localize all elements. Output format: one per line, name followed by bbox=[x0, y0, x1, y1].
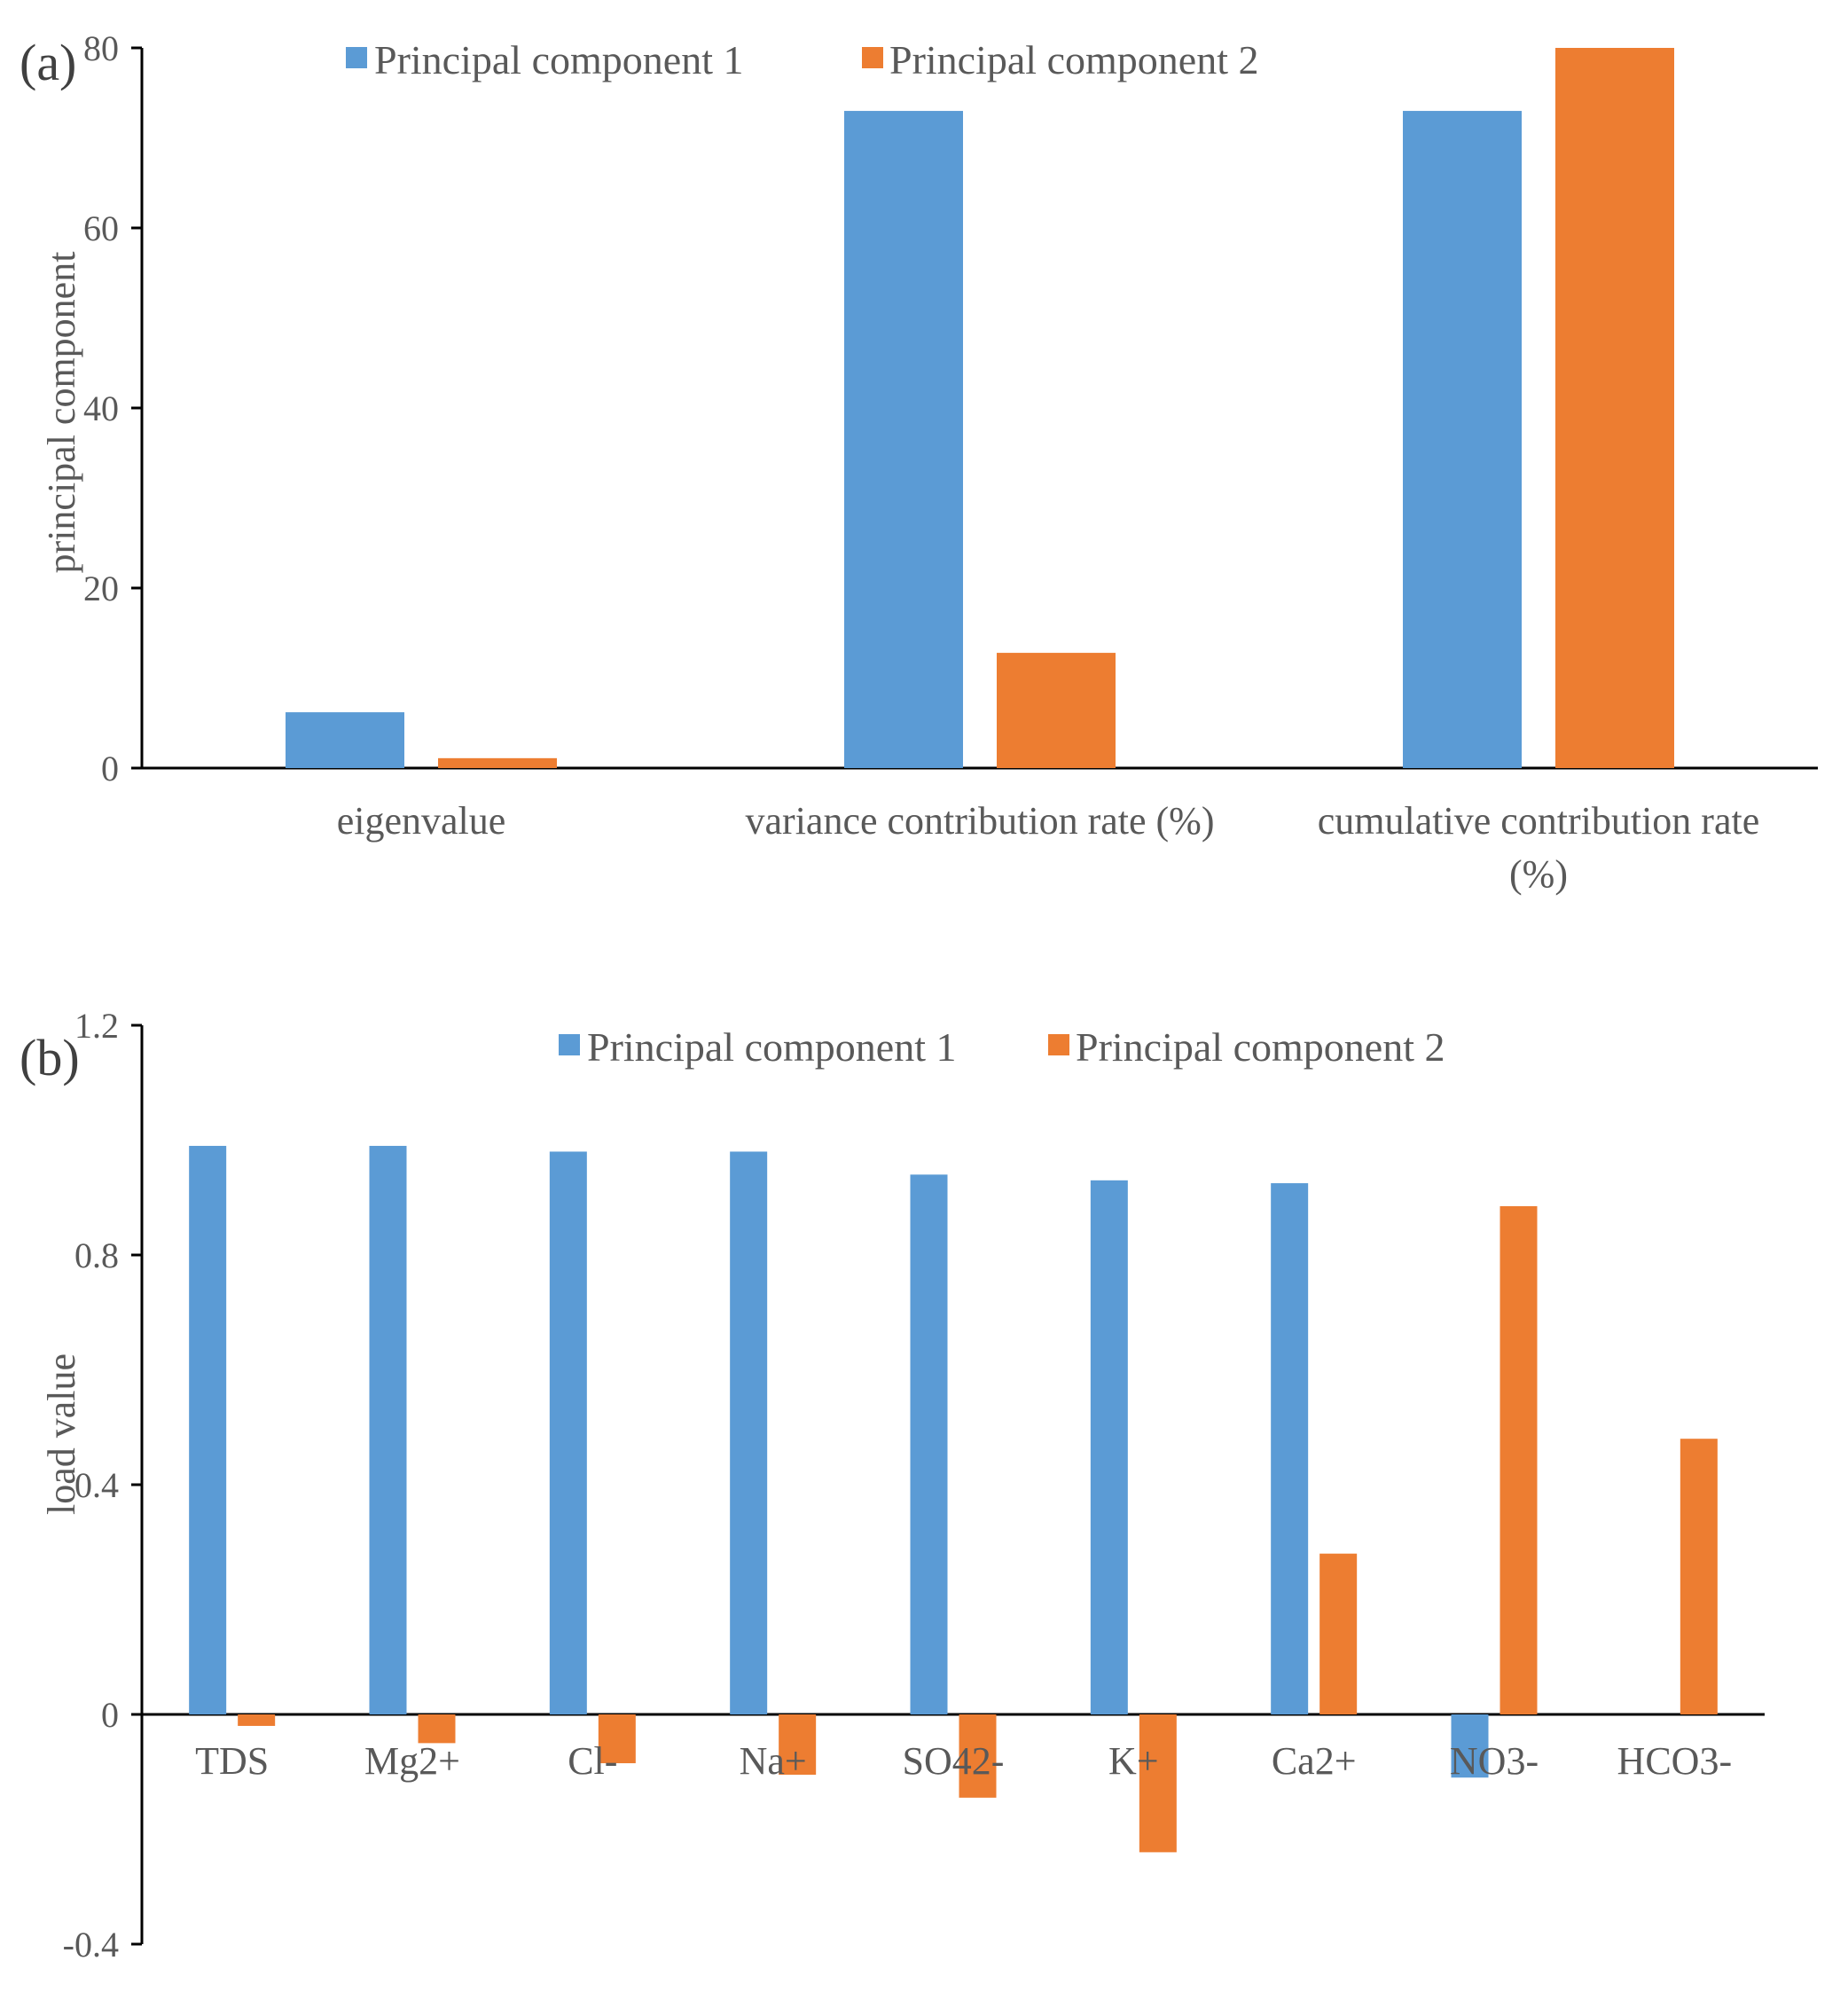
panel-b-bar-pc1-3 bbox=[730, 1151, 768, 1714]
panel-a-legend-swatch-pc2 bbox=[862, 47, 883, 68]
panel-b-bar-pc2-0 bbox=[238, 1714, 276, 1726]
panel-a-y-tick-label: 0 bbox=[101, 749, 119, 788]
panel-a-category-label: cumulative contribution rate bbox=[1318, 799, 1760, 843]
panel-b-bar-pc2-6 bbox=[1319, 1553, 1358, 1714]
panel-b-y-tick-label: 0.8 bbox=[74, 1235, 119, 1275]
panel-b-bar-pc1-6 bbox=[1271, 1183, 1309, 1714]
panel-a-category-label: variance contribution rate (%) bbox=[746, 799, 1215, 843]
panel-b-bar-pc1-2 bbox=[549, 1151, 587, 1714]
panel-a-legend-swatch-pc1 bbox=[346, 47, 367, 68]
panel-a-legend: Principal component 1 Principal componen… bbox=[346, 37, 1258, 82]
panel-a-bar-pc1-1 bbox=[844, 111, 963, 769]
panel-b-bar-pc2-3 bbox=[779, 1714, 817, 1775]
panel-b-y-axis-label: load value bbox=[40, 1353, 83, 1515]
panel-b-axes: -0.4 0 0.4 0.8 1.2 bbox=[63, 1006, 1765, 1965]
panel-b-category-label: HCO3- bbox=[1617, 1739, 1733, 1783]
panel-a-y-tick-label: 20 bbox=[83, 569, 119, 608]
panel-b-bar-pc1-4 bbox=[910, 1174, 948, 1714]
panel-a-chart: (a) principal component Principal compon… bbox=[20, 28, 1818, 896]
panel-a-y-tick-label: 80 bbox=[83, 28, 119, 68]
panel-a-category-label: eigenvalue bbox=[337, 799, 506, 843]
panel-b-chart: (b) load value Principal component 1 Pri… bbox=[20, 1006, 1765, 1965]
panel-b-legend: Principal component 1 Principal componen… bbox=[559, 1024, 1445, 1070]
panel-b-bar-pc1-5 bbox=[1090, 1180, 1128, 1714]
panel-a-bar-pc2-2 bbox=[1555, 48, 1674, 768]
panel-b-bar-pc1-7 bbox=[1451, 1714, 1489, 1778]
panel-b-category-label: Na+ bbox=[740, 1739, 807, 1783]
panel-a-category-labels: eigenvalue variance contribution rate (%)… bbox=[337, 799, 1760, 896]
panel-a-bar-pc2-0 bbox=[438, 757, 557, 768]
panel-b-bar-pc2-7 bbox=[1500, 1205, 1538, 1714]
panel-b-bar-pc2-4 bbox=[959, 1714, 997, 1798]
panel-a-y-tick-label: 40 bbox=[83, 388, 119, 428]
panel-b-category-labels: TDS Mg2+ Cl- Na+ SO42- K+ Ca2+ NO3- HCO3- bbox=[195, 1739, 1732, 1783]
panel-b-category-label: Ca2+ bbox=[1272, 1739, 1357, 1783]
panel-a-bar-pc2-1 bbox=[997, 653, 1116, 768]
panel-b-y-tick-label: 0.4 bbox=[74, 1465, 119, 1505]
panel-b-y-tick-label: -0.4 bbox=[63, 1925, 119, 1965]
panel-b-y-tick-label: 1.2 bbox=[74, 1006, 119, 1046]
panel-b-category-label: NO3- bbox=[1450, 1739, 1539, 1783]
panel-b-bar-pc2-2 bbox=[598, 1714, 636, 1764]
panel-b-category-label: K+ bbox=[1108, 1739, 1159, 1783]
panel-a-bars bbox=[286, 48, 1674, 769]
panel-b-category-label: SO42- bbox=[903, 1739, 1005, 1783]
panel-b-category-label: TDS bbox=[195, 1739, 269, 1783]
panel-b-bar-pc1-0 bbox=[189, 1145, 227, 1714]
panel-b-label: (b) bbox=[20, 1029, 80, 1086]
panel-b-legend-swatch-pc2 bbox=[1048, 1034, 1069, 1055]
panel-b-legend-label-pc2: Principal component 2 bbox=[1076, 1024, 1445, 1070]
panel-b-category-label: Cl- bbox=[568, 1739, 617, 1783]
panel-a-bar-pc1-0 bbox=[286, 712, 404, 768]
panel-b-bar-pc2-8 bbox=[1680, 1439, 1718, 1714]
panel-b-bar-pc2-1 bbox=[418, 1714, 456, 1744]
panel-a-legend-label-pc1: Principal component 1 bbox=[374, 37, 743, 82]
panel-b-y-tick-label: 0 bbox=[101, 1695, 119, 1735]
panel-b-legend-swatch-pc1 bbox=[559, 1034, 580, 1055]
panel-a-category-label: (%) bbox=[1509, 852, 1568, 896]
panel-b-category-label: Mg2+ bbox=[364, 1739, 460, 1783]
panel-a-axes: 0 20 40 60 80 bbox=[83, 28, 1818, 788]
panel-a-legend-label-pc2: Principal component 2 bbox=[889, 37, 1258, 82]
panel-b-bar-pc1-1 bbox=[369, 1145, 407, 1714]
panel-b-bars bbox=[189, 1145, 1718, 1853]
panel-b-legend-label-pc1: Principal component 1 bbox=[587, 1024, 956, 1070]
panel-a-y-tick-label: 60 bbox=[83, 208, 119, 248]
panel-a-bar-pc1-2 bbox=[1403, 111, 1522, 769]
panel-a-label: (a) bbox=[20, 34, 76, 91]
panel-b-bar-pc2-5 bbox=[1139, 1714, 1177, 1853]
panel-a-y-axis-label: principal component bbox=[40, 252, 83, 574]
